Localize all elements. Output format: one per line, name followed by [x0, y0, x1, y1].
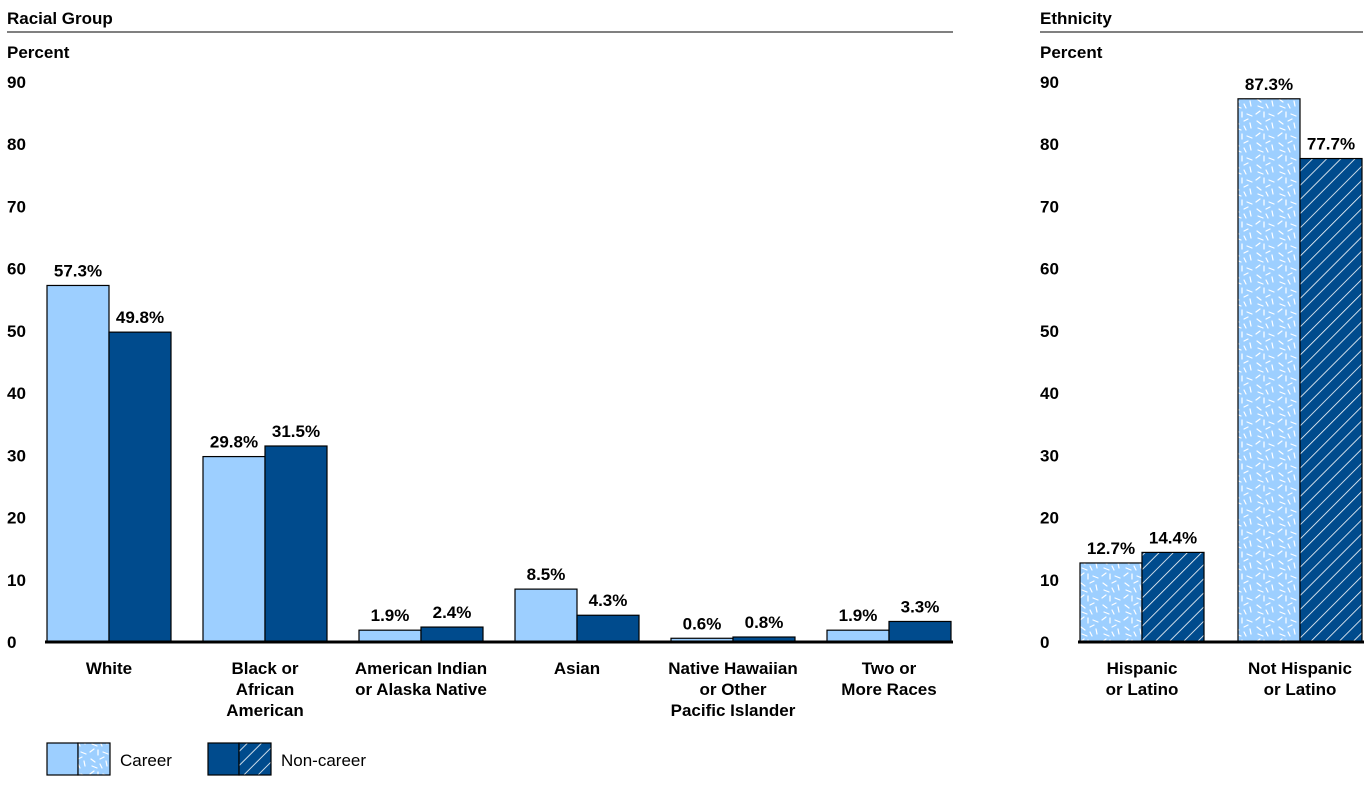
- y-tick-label: 90: [1040, 73, 1059, 92]
- x-category-label: Not Hispanic or Latino: [1248, 659, 1352, 699]
- data-label: 14.4%: [1149, 528, 1197, 547]
- x-category-label-line: African: [236, 680, 295, 699]
- y-axis-label: Percent: [7, 43, 70, 62]
- x-category-label: Native Hawaiian or Other Pacific Islander: [668, 659, 797, 720]
- bar-career: [826, 629, 890, 643]
- data-label: 1.9%: [839, 606, 878, 625]
- x-category-label: American Indian or Alaska Native: [355, 659, 487, 699]
- bar-noncareer: [1299, 157, 1363, 643]
- y-tick-label: 20: [1040, 509, 1059, 528]
- x-category-label-line: or Other: [699, 680, 766, 699]
- data-label: 87.3%: [1245, 75, 1293, 94]
- x-category-label-line: American: [226, 701, 303, 720]
- legend-career-pattern-swatch: [77, 742, 111, 776]
- legend-career-swatch: [46, 742, 79, 776]
- x-category-label-line: or Alaska Native: [355, 680, 487, 699]
- legend-career-label: Career: [120, 751, 172, 770]
- bar-noncareer: [1141, 551, 1205, 643]
- y-tick-label: 40: [1040, 384, 1059, 403]
- x-category-label: Asian: [554, 659, 600, 678]
- legend: Career Non-career: [46, 742, 366, 776]
- x-category-label-line: Asian: [554, 659, 600, 678]
- y-tick-label: 0: [7, 633, 16, 652]
- chart-panel-0: Racial Group Percent 0 10 20 30 40 50 60 70 80 90 57…: [7, 9, 953, 720]
- y-tick-label: 30: [1040, 446, 1059, 465]
- bar-noncareer: [888, 620, 952, 643]
- data-label: 0.6%: [683, 614, 722, 633]
- x-category-label: Hispanic or Latino: [1106, 659, 1179, 699]
- y-tick-label: 60: [7, 260, 26, 279]
- x-category-label: Black or African American: [226, 659, 303, 720]
- y-tick-label: 90: [7, 73, 26, 92]
- y-axis-label: Percent: [1040, 43, 1103, 62]
- bar-noncareer: [264, 445, 328, 643]
- data-label: 3.3%: [901, 597, 940, 616]
- data-label: 31.5%: [272, 422, 320, 441]
- y-tick-label: 10: [1040, 571, 1059, 590]
- y-tick-label: 10: [7, 571, 26, 590]
- legend-noncareer-pattern-swatch: [238, 742, 272, 776]
- data-label: 29.8%: [210, 433, 258, 452]
- y-tick-label: 70: [7, 197, 26, 216]
- x-category-label: Two or More Races: [841, 659, 936, 699]
- x-category-label-line: White: [86, 659, 132, 678]
- legend-noncareer-swatch: [207, 742, 240, 776]
- y-tick-label: 50: [7, 322, 26, 341]
- bar-career: [202, 455, 266, 643]
- data-label: 12.7%: [1087, 539, 1135, 558]
- bar-career: [1079, 562, 1143, 643]
- y-tick-label: 50: [1040, 322, 1059, 341]
- bar-noncareer: [576, 614, 640, 643]
- x-category-label-line: Not Hispanic: [1248, 659, 1352, 678]
- y-tick-label: 30: [7, 446, 26, 465]
- data-label: 4.3%: [589, 591, 628, 610]
- data-label: 77.7%: [1307, 135, 1355, 154]
- bar-noncareer: [108, 331, 172, 643]
- y-tick-label: 60: [1040, 260, 1059, 279]
- bar-noncareer: [420, 626, 484, 643]
- panel-title: Ethnicity: [1040, 9, 1112, 28]
- y-tick-label: 80: [7, 135, 26, 154]
- x-category-label-line: Pacific Islander: [671, 701, 796, 720]
- x-category-label-line: Black or: [231, 659, 298, 678]
- y-tick-label: 0: [1040, 633, 1049, 652]
- y-tick-label: 70: [1040, 197, 1059, 216]
- y-tick-label: 80: [1040, 135, 1059, 154]
- bar-career: [514, 588, 578, 643]
- data-label: 57.3%: [54, 261, 102, 280]
- bar-career: [1237, 98, 1301, 643]
- legend-noncareer-label: Non-career: [281, 751, 366, 770]
- data-label: 1.9%: [371, 606, 410, 625]
- x-category-label: White: [86, 659, 132, 678]
- y-tick-label: 20: [7, 509, 26, 528]
- x-category-label-line: American Indian: [355, 659, 487, 678]
- x-category-label-line: or Latino: [1106, 680, 1179, 699]
- x-category-label-line: More Races: [841, 680, 936, 699]
- x-category-label-line: Two or: [862, 659, 917, 678]
- x-category-label-line: or Latino: [1264, 680, 1337, 699]
- data-label: 8.5%: [527, 565, 566, 584]
- data-label: 49.8%: [116, 308, 164, 327]
- y-tick-label: 40: [7, 384, 26, 403]
- data-label: 0.8%: [745, 613, 784, 632]
- bar-career: [46, 284, 110, 643]
- panel-title: Racial Group: [7, 9, 113, 28]
- x-category-label-line: Hispanic: [1107, 659, 1178, 678]
- chart-panel-1: Ethnicity Percent 0 10 20 30 40 50 60 70 80 90 12.7%…: [1040, 9, 1364, 699]
- x-category-label-line: Native Hawaiian: [668, 659, 797, 678]
- bar-career: [358, 629, 422, 643]
- data-label: 2.4%: [433, 603, 472, 622]
